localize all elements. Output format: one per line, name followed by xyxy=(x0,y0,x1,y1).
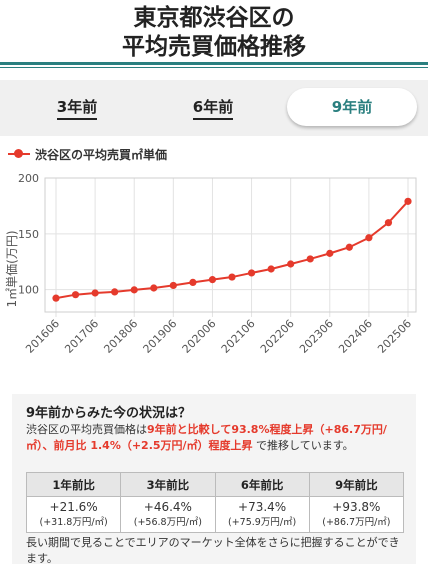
pct-6-year: +73.4% xyxy=(238,499,287,514)
summary-text-c: で推移しています。 xyxy=(252,439,354,452)
chart-grid xyxy=(44,177,417,317)
series-points xyxy=(52,197,412,302)
data-point[interactable] xyxy=(130,286,138,294)
cell-9-year: +93.8% (+86.7万円/㎡) xyxy=(308,496,405,533)
tab-9-years[interactable]: 9年前 xyxy=(287,88,417,126)
data-point[interactable] xyxy=(208,276,217,284)
chart-legend[interactable]: 渋谷区の平均売買㎡単価 xyxy=(8,146,167,162)
data-point[interactable] xyxy=(326,249,334,257)
yen-1-year: (+31.8万円/㎡) xyxy=(39,516,108,528)
page-title-line2: 平均売買価格推移 xyxy=(122,34,306,60)
data-point[interactable] xyxy=(228,273,236,281)
data-point[interactable] xyxy=(345,243,353,251)
y-tick-label: 100 xyxy=(18,284,39,297)
price-line-chart: 100 150 200 201606 201706 201806 201906 202006… xyxy=(5,172,417,356)
data-point[interactable] xyxy=(169,281,177,290)
data-point[interactable] xyxy=(267,265,275,273)
x-tick-label: 201906 xyxy=(141,317,180,356)
series-line xyxy=(55,200,409,300)
cell-6-year: +73.4% (+75.9万円/㎡) xyxy=(214,496,310,533)
pct-9-year: +93.8% xyxy=(332,499,381,514)
pct-1-year: +21.6% xyxy=(49,499,98,514)
period-tabs: 3年前 6年前 9年前 xyxy=(0,80,428,136)
y-tick-labels: 100 150 200 xyxy=(18,172,39,297)
plot-frame xyxy=(44,177,417,313)
tab-3-years-label: 3年前 xyxy=(56,98,98,120)
summary-box: 9年前からみた今の状況は？ 渋谷区の平均売買価格は9年前と比較して93.8%程度… xyxy=(12,394,416,565)
data-point[interactable] xyxy=(365,234,373,242)
data-point[interactable] xyxy=(404,197,412,205)
x-tick-label: 202506 xyxy=(375,317,414,356)
tab-6-years-label: 6年前 xyxy=(192,98,234,120)
col-1-year: 1年前比 xyxy=(25,472,122,497)
y-tick-label: 200 xyxy=(18,172,39,185)
data-point[interactable] xyxy=(91,289,99,297)
tab-9-years-label: 9年前 xyxy=(331,98,373,116)
yen-9-year: (+86.7万円/㎡) xyxy=(322,516,391,528)
legend-line-marker-icon xyxy=(8,148,30,160)
x-tick-label: 202006 xyxy=(180,317,219,356)
yen-3-year: (+56.8万円/㎡) xyxy=(133,516,202,528)
x-tick-label: 201806 xyxy=(101,317,140,356)
x-tick-label: 202306 xyxy=(297,317,336,356)
tab-6-years[interactable]: 6年前 xyxy=(158,88,268,126)
pct-3-year: +46.4% xyxy=(143,499,192,514)
summary-text-highlight: 9年前と比較して93.8%程度上昇（+86.7万円/㎡）、前月比 1.4%（+2… xyxy=(26,423,387,452)
col-3-year: 3年前比 xyxy=(120,472,216,497)
summary-text-a: 渋谷区の平均売買価格は xyxy=(26,423,147,436)
x-tick-label: 201706 xyxy=(62,317,101,356)
col-9-year: 9年前比 xyxy=(308,472,405,497)
cell-1-year: +21.6% (+31.8万円/㎡) xyxy=(25,496,122,533)
table-row: +21.6% (+31.8万円/㎡) +46.4% (+56.8万円/㎡) +73.… xyxy=(25,496,405,533)
tab-3-years[interactable]: 3年前 xyxy=(22,88,132,126)
data-point[interactable] xyxy=(287,260,295,268)
title-divider-thin xyxy=(0,67,428,68)
data-point[interactable] xyxy=(189,278,197,287)
x-tick-label: 202406 xyxy=(336,317,375,356)
page-title-line1: 東京都渋谷区の xyxy=(133,5,295,31)
x-tick-label: 202206 xyxy=(258,317,297,356)
table-header-row: 1年前比 3年前比 6年前比 9年前比 xyxy=(25,472,405,497)
x-tick-label: 201606 xyxy=(23,317,62,356)
summary-text: 渋谷区の平均売買価格は9年前と比較して93.8%程度上昇（+86.7万円/㎡）、… xyxy=(26,422,410,454)
data-point[interactable] xyxy=(247,269,256,277)
y-tick-label: 150 xyxy=(18,228,39,241)
yen-6-year: (+75.9万円/㎡) xyxy=(228,516,297,528)
title-divider-thick xyxy=(0,62,428,65)
data-point[interactable] xyxy=(71,291,80,299)
x-tick-label: 202106 xyxy=(219,317,258,356)
data-point[interactable] xyxy=(111,288,119,296)
col-6-year: 6年前比 xyxy=(214,472,310,497)
data-point[interactable] xyxy=(384,219,393,227)
data-point[interactable] xyxy=(306,255,314,263)
summary-heading: 9年前からみた今の状況は？ xyxy=(26,406,192,421)
cell-3-year: +46.4% (+56.8万円/㎡) xyxy=(120,496,216,533)
data-point[interactable] xyxy=(52,294,60,302)
data-point[interactable] xyxy=(150,284,158,292)
y-axis-label: 1㎡単価(万円) xyxy=(5,231,19,308)
summary-note: 長い期間で見ることでエリアのマーケット全体をさらに把握することができます。 xyxy=(26,536,400,565)
x-tick-labels: 201606 201706 201806 201906 202006 202106 2022… xyxy=(23,317,414,356)
legend-label: 渋谷区の平均売買㎡単価 xyxy=(35,147,168,162)
page-title: 東京都渋谷区の 平均売買価格推移 xyxy=(0,4,428,62)
change-summary-table: 1年前比 3年前比 6年前比 9年前比 +21.6% (+31.8万円/㎡) +4… xyxy=(25,472,405,533)
